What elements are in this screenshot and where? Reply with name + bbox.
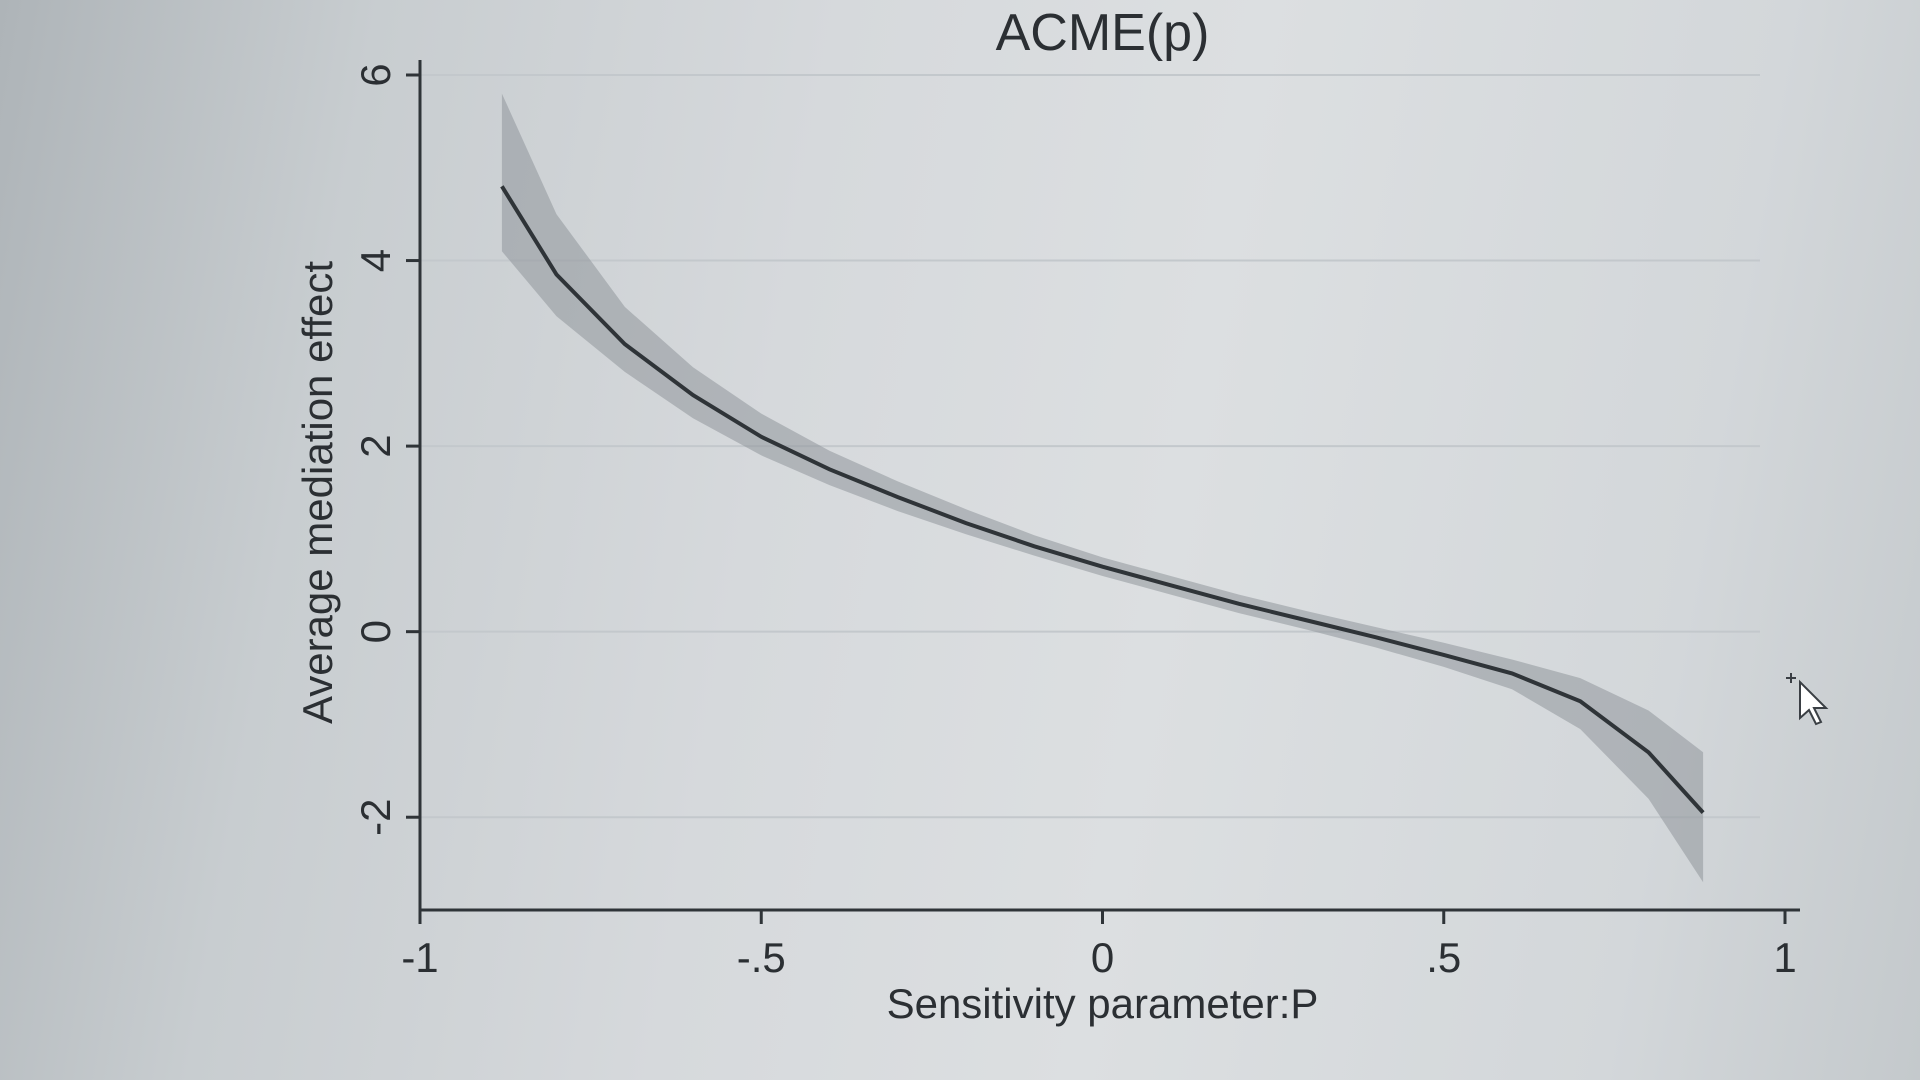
x-tick-label: 1 xyxy=(1773,934,1796,981)
y-tick-label: 0 xyxy=(352,620,399,643)
y-tick-label: -2 xyxy=(352,799,399,836)
confidence-band-0 xyxy=(501,93,1704,883)
x-tick-label: -.5 xyxy=(737,934,786,981)
x-tick-label: .5 xyxy=(1426,934,1461,981)
y-tick-label: 4 xyxy=(352,249,399,272)
mouse-cursor-icon xyxy=(1786,673,1829,726)
estimate-line-layer xyxy=(500,185,1705,814)
acme-estimate-line-0 xyxy=(500,185,1705,814)
confidence-band-layer xyxy=(501,93,1704,883)
x-tick-label: -1 xyxy=(401,934,438,981)
chart-title: ACME(p) xyxy=(996,4,1210,62)
grid-lines xyxy=(420,74,1760,819)
x-axis-title: Sensitivity parameter:P xyxy=(887,980,1319,1027)
axes: -1 -.5 0 .5 1 -2 0 2 4 6 xyxy=(352,60,1800,981)
y-axis-title: Average mediation effect xyxy=(294,261,341,724)
x-tick-label: 0 xyxy=(1091,934,1114,981)
y-tick-label: 6 xyxy=(352,63,399,86)
y-tick-label: 2 xyxy=(352,434,399,457)
